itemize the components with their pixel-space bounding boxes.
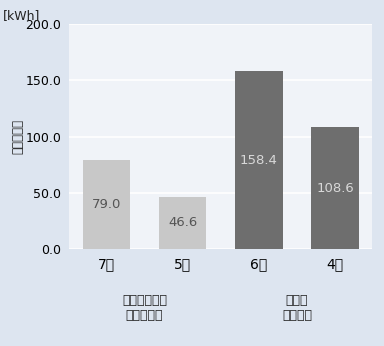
Text: ハイブリッド
換気モード: ハイブリッド 換気モード xyxy=(122,293,167,321)
Text: [kWh]: [kWh] xyxy=(2,9,40,22)
Bar xyxy=(311,127,359,249)
Text: 79.0: 79.0 xyxy=(92,198,121,211)
Text: 通常の
空調制御: 通常の 空調制御 xyxy=(282,293,312,321)
Bar xyxy=(235,71,283,249)
Y-axis label: 電力消費量: 電力消費量 xyxy=(11,119,24,154)
Bar xyxy=(159,197,206,249)
Bar xyxy=(83,160,130,249)
Text: 108.6: 108.6 xyxy=(316,182,354,194)
Text: 158.4: 158.4 xyxy=(240,154,278,166)
Text: 46.6: 46.6 xyxy=(168,216,197,229)
